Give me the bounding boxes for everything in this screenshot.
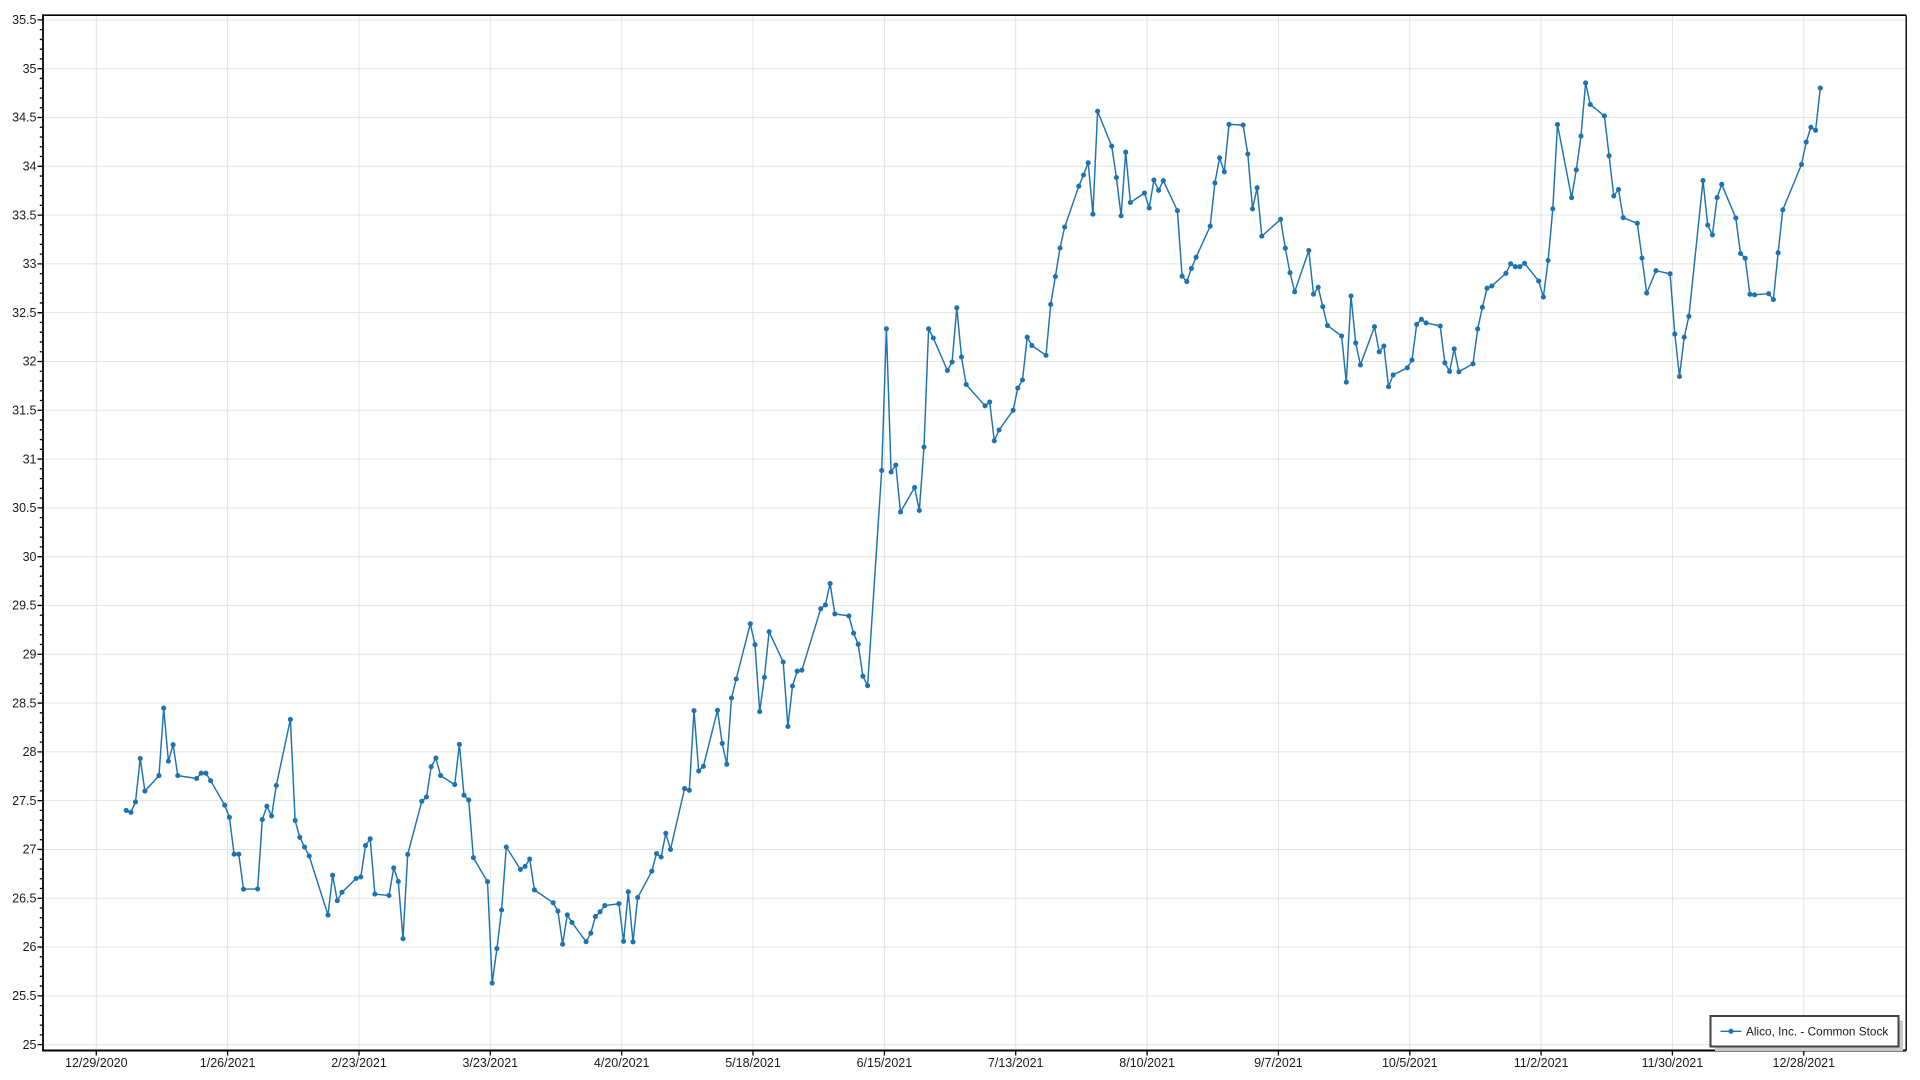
svg-text:Alico, Inc. - Common Stock: Alico, Inc. - Common Stock <box>1746 1024 1888 1038</box>
svg-text:33.5: 33.5 <box>12 208 36 222</box>
svg-text:4/20/2021: 4/20/2021 <box>594 1056 650 1070</box>
svg-text:29: 29 <box>23 648 37 662</box>
svg-text:28.5: 28.5 <box>12 696 36 710</box>
svg-text:1/26/2021: 1/26/2021 <box>200 1056 256 1070</box>
svg-text:27.5: 27.5 <box>12 794 36 808</box>
svg-text:28: 28 <box>23 745 37 759</box>
svg-text:25: 25 <box>23 1038 37 1052</box>
svg-text:2/23/2021: 2/23/2021 <box>331 1056 387 1070</box>
svg-text:25.5: 25.5 <box>12 989 36 1003</box>
svg-text:12/28/2021: 12/28/2021 <box>1773 1056 1836 1070</box>
svg-text:27: 27 <box>23 843 37 857</box>
svg-text:11/30/2021: 11/30/2021 <box>1642 1056 1704 1070</box>
svg-text:30.5: 30.5 <box>12 501 36 515</box>
svg-text:11/2/2021: 11/2/2021 <box>1514 1056 1569 1070</box>
svg-text:8/10/2021: 8/10/2021 <box>1119 1056 1175 1070</box>
svg-text:34: 34 <box>23 160 37 174</box>
svg-text:31.5: 31.5 <box>12 404 36 418</box>
svg-text:31: 31 <box>23 452 37 466</box>
svg-text:3/23/2021: 3/23/2021 <box>462 1056 518 1070</box>
svg-text:5/18/2021: 5/18/2021 <box>725 1056 781 1070</box>
svg-text:32.5: 32.5 <box>12 306 36 320</box>
svg-text:32: 32 <box>23 355 37 369</box>
svg-text:9/7/2021: 9/7/2021 <box>1254 1056 1303 1070</box>
svg-text:26: 26 <box>23 940 37 954</box>
svg-text:7/13/2021: 7/13/2021 <box>988 1056 1044 1070</box>
svg-text:12/29/2020: 12/29/2020 <box>65 1056 128 1070</box>
svg-text:35.5: 35.5 <box>12 13 36 27</box>
svg-text:10/5/2021: 10/5/2021 <box>1382 1056 1438 1070</box>
svg-text:30: 30 <box>23 550 37 564</box>
svg-text:26.5: 26.5 <box>12 891 36 905</box>
svg-text:29.5: 29.5 <box>12 599 36 613</box>
svg-text:33: 33 <box>23 257 37 271</box>
svg-text:6/15/2021: 6/15/2021 <box>857 1056 913 1070</box>
svg-text:34.5: 34.5 <box>12 111 36 125</box>
svg-text:35: 35 <box>23 62 37 76</box>
